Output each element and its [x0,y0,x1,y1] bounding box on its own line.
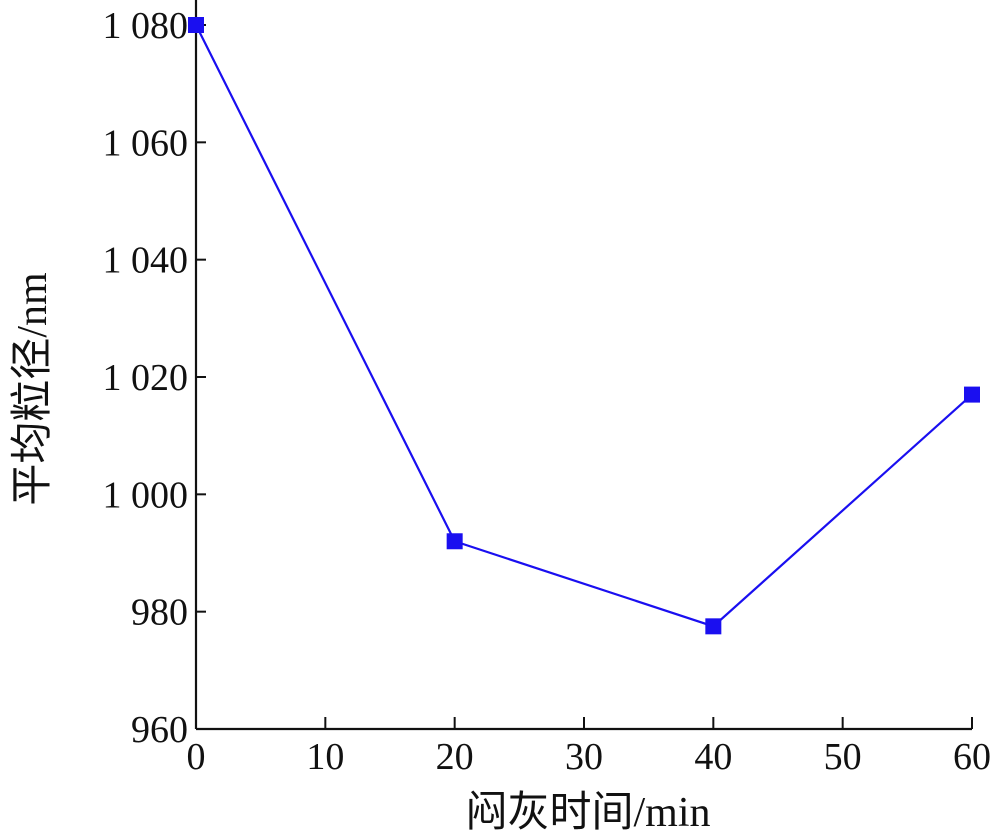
series [188,17,980,635]
axes [194,0,972,731]
data-point-marker [188,17,204,33]
series-line [195,24,973,628]
x-tick-label: 0 [187,736,206,778]
ticks: 960 980 1 000 1 020 1 040 1 060 1 080 0 10 20 30 40… [103,5,992,778]
y-axis-title: 平均粒径/nm [10,272,56,506]
data-point-marker [446,533,463,550]
x-tick-label: 50 [824,736,862,778]
x-tick-label: 30 [565,736,603,778]
x-tick-label: 60 [953,736,991,778]
y-tick-label: 1 060 [103,122,189,164]
y-tick-label: 1 000 [103,474,189,516]
data-point-marker [705,618,722,635]
y-tick-label: 960 [131,709,188,751]
y-tick-label: 1 040 [103,240,189,282]
x-tick-label: 20 [436,736,474,778]
y-tick-label: 1 080 [103,5,189,47]
y-tick-label: 980 [131,592,188,634]
x-tick-label: 10 [306,736,344,778]
x-tick-label: 40 [694,736,732,778]
x-axis-title: 闷灰时间/min [465,790,710,833]
data-point-marker [964,386,980,403]
y-tick-label: 1 020 [103,357,189,399]
